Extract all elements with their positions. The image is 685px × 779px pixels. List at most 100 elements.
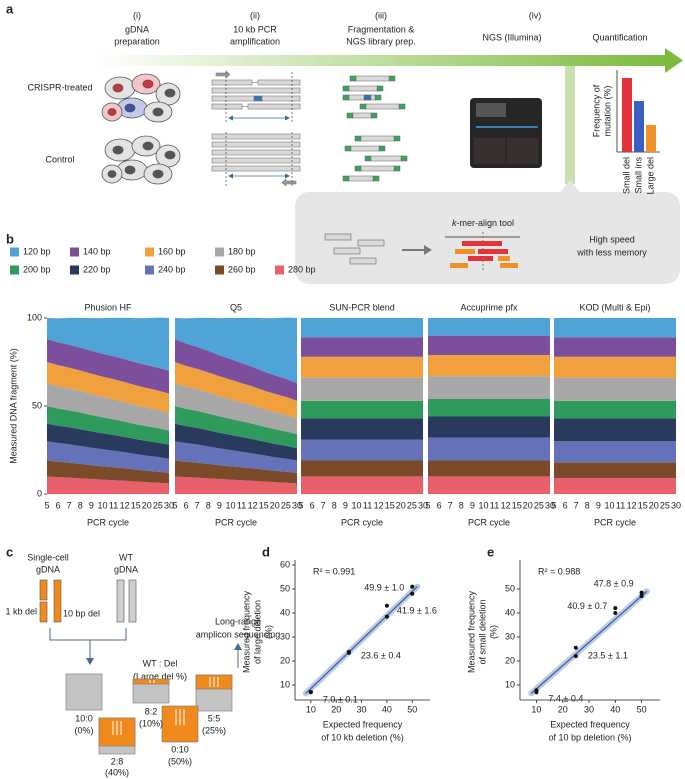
x-tick-label: 6: [56, 500, 61, 510]
point: [639, 590, 644, 595]
legend-swatch: [70, 265, 79, 275]
point-label: 23.5 ± 1.1: [588, 650, 628, 660]
area: [428, 416, 550, 438]
x-tick-label: 20: [523, 500, 533, 510]
x-tick-label: 30: [292, 500, 302, 510]
label: Single-cell: [27, 552, 69, 562]
point: [639, 594, 644, 599]
x-tick-label: 30: [671, 500, 681, 510]
area: [428, 398, 550, 417]
area: [554, 356, 676, 378]
tool-note: High speed: [589, 234, 635, 244]
x-tick-label: 10: [531, 704, 541, 714]
point: [384, 614, 389, 619]
panel-letter: a: [6, 1, 14, 16]
x-tick-label: 10: [604, 500, 614, 510]
y-axis-label: of large deletion: [252, 600, 262, 664]
tool-arrow-head: [424, 245, 432, 255]
area: [301, 318, 423, 338]
area: [47, 362, 169, 414]
x-tick-label: 11: [237, 500, 246, 510]
area: [301, 377, 423, 401]
x-tick-label: 6: [310, 500, 315, 510]
cells-control: [101, 135, 181, 185]
arrow-head: [86, 658, 94, 665]
area: [175, 339, 297, 401]
chart-title: Accuprime pfx: [460, 302, 518, 312]
step-text: gDNA: [125, 24, 149, 34]
x-tick-label: 9: [596, 500, 601, 510]
legend-swatch: [145, 247, 154, 257]
x-tick-label: 15: [638, 500, 648, 510]
area: [47, 317, 169, 371]
tool-name-italic: k: [452, 218, 457, 228]
y-axis-label: Measured DNA fragment (%): [8, 348, 18, 464]
label: gDNA: [36, 564, 60, 574]
ratio: 0:10: [171, 744, 189, 754]
x-axis-label: PCR cycle: [594, 517, 636, 527]
area: [428, 376, 550, 399]
point-label: 41.9 ± 1.6: [397, 606, 437, 616]
x-tick-label: 8: [206, 500, 211, 510]
x-axis-label: PCR cycle: [468, 517, 510, 527]
x-tick-label: 15: [385, 500, 395, 510]
step-text: NGS library prep.: [346, 36, 416, 46]
x-axis-label: Expected frequency: [323, 719, 403, 729]
x-tick-label: 25: [660, 500, 670, 510]
x-tick-label: 25: [534, 500, 544, 510]
area: [175, 423, 297, 461]
x-tick-label: 5: [551, 500, 556, 510]
pcr-arrowheads: [228, 115, 290, 179]
legend-swatch: [275, 265, 284, 275]
y-tick-label: 40: [280, 607, 290, 617]
label: WT: [119, 552, 133, 562]
connectors: [49, 628, 239, 668]
process-arrow: [95, 55, 667, 66]
panel-letter: b: [6, 231, 14, 246]
x-tick-label: 6: [184, 500, 189, 510]
x-tick-label: 9: [470, 500, 475, 510]
fragments: [342, 75, 408, 182]
tool-note: with less memory: [576, 247, 647, 257]
x-tick-label: 11: [109, 500, 118, 510]
area: [428, 318, 550, 336]
quant-chart: [616, 70, 660, 153]
ratio: 10:0: [75, 713, 93, 723]
y-axis-label: Measured frequency: [241, 590, 251, 673]
tool-name: k-mer-align tool: [452, 218, 514, 228]
label: 1 kb del: [5, 606, 37, 616]
x-tick-label: 25: [153, 500, 163, 510]
area: [554, 318, 676, 338]
ratio-pct: (10%): [139, 718, 163, 728]
x-tick-label: 5: [172, 500, 177, 510]
x-tick-label: 30: [164, 500, 174, 510]
ratio: 5:5: [208, 713, 221, 723]
quant-bar-label: Small del: [621, 157, 631, 194]
x-tick-label: 15: [259, 500, 269, 510]
ratio: 2:8: [111, 756, 124, 766]
area: [175, 476, 297, 494]
y-axis-label: Measured frequency: [466, 590, 476, 673]
area: [428, 335, 550, 355]
y-tick-label: 60: [280, 559, 290, 569]
y-tick-label: 50: [280, 583, 290, 593]
cells-crispr: [101, 73, 181, 123]
x-tick-label: 9: [343, 500, 348, 510]
legend-label: 180 bp: [228, 246, 256, 256]
x-tick-label: 7: [321, 500, 326, 510]
legend-swatch: [70, 247, 79, 257]
area: [301, 418, 423, 440]
x-tick-label: 7: [448, 500, 453, 510]
ratio-pct: (25%): [202, 725, 226, 735]
area: [175, 383, 297, 435]
quant-bar-label: Small ins: [633, 157, 643, 194]
x-tick-label: 9: [217, 500, 222, 510]
y-tick-label: 100: [27, 312, 42, 322]
area: [554, 441, 676, 463]
callout-pointer: [560, 180, 580, 192]
step-text: 10 kb PCR: [233, 24, 277, 34]
legend-label: 160 bp: [158, 246, 186, 256]
row-label: CRISPR-treated: [27, 82, 92, 92]
point: [410, 584, 415, 589]
legend-swatch: [10, 265, 19, 275]
